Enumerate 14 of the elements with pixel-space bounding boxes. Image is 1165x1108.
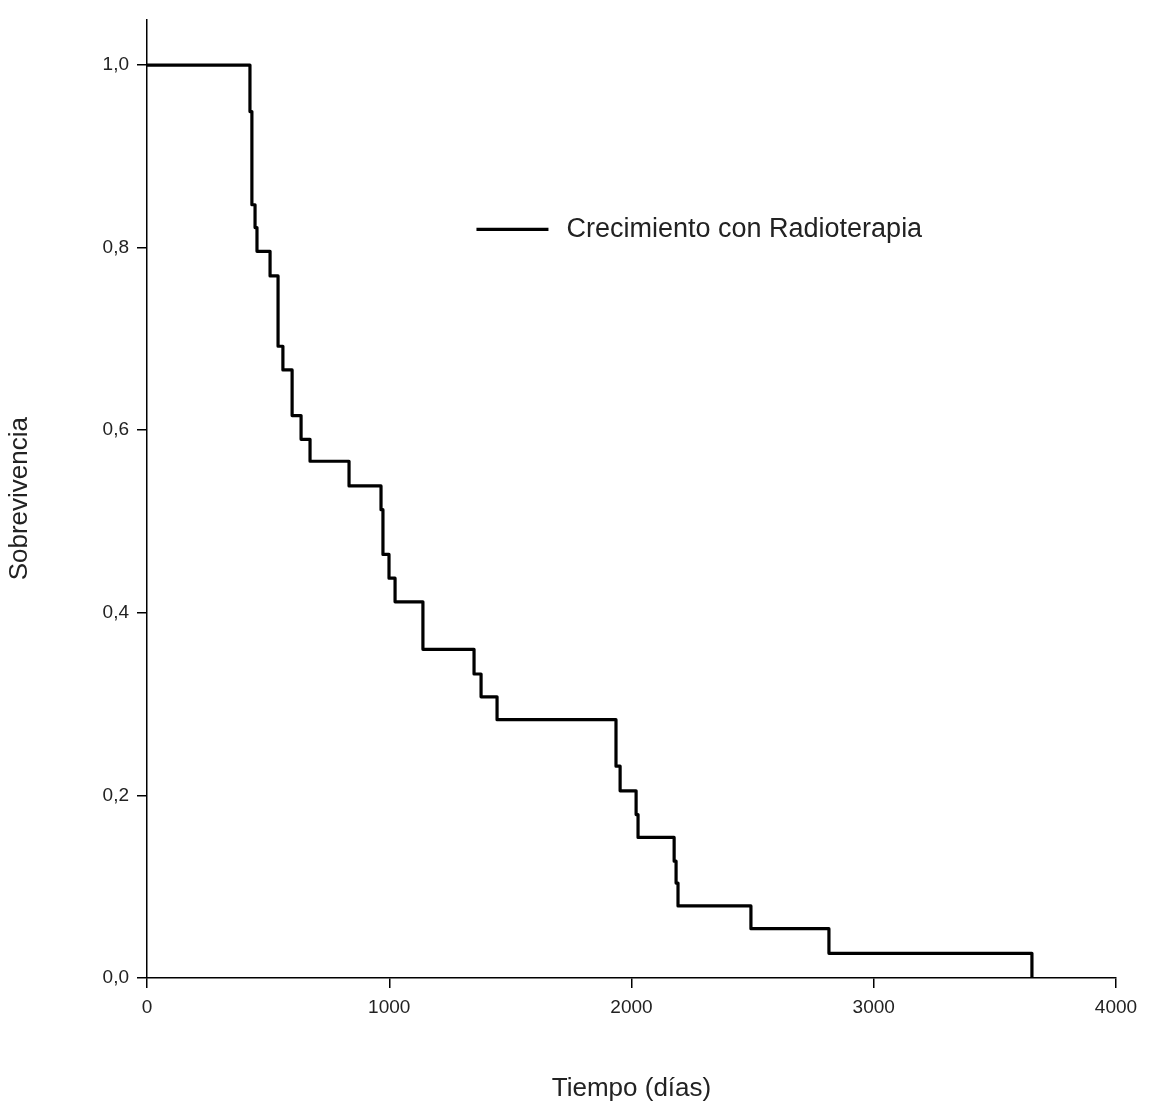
y-tick-label: 0,8 [102, 235, 129, 257]
x-tick-label: 2000 [610, 995, 653, 1017]
y-axis-title: Sobrevivencia [2, 416, 33, 581]
x-axis-title: Tiempo (días) [551, 1071, 712, 1102]
y-tick-label: 1,0 [102, 53, 129, 75]
x-tick-label: 3000 [852, 995, 895, 1017]
x-tick-label: 1000 [368, 995, 411, 1017]
legend-label: Crecimiento con Radioterapia [566, 212, 924, 243]
y-tick-label: 0,6 [102, 418, 129, 440]
x-tick-label: 0 [141, 995, 153, 1017]
y-tick-label: 0,2 [102, 783, 129, 805]
y-tick-label: 0,0 [102, 966, 129, 988]
x-tick-label: 4000 [1094, 995, 1138, 1017]
y-tick-label: 0,4 [102, 601, 130, 623]
